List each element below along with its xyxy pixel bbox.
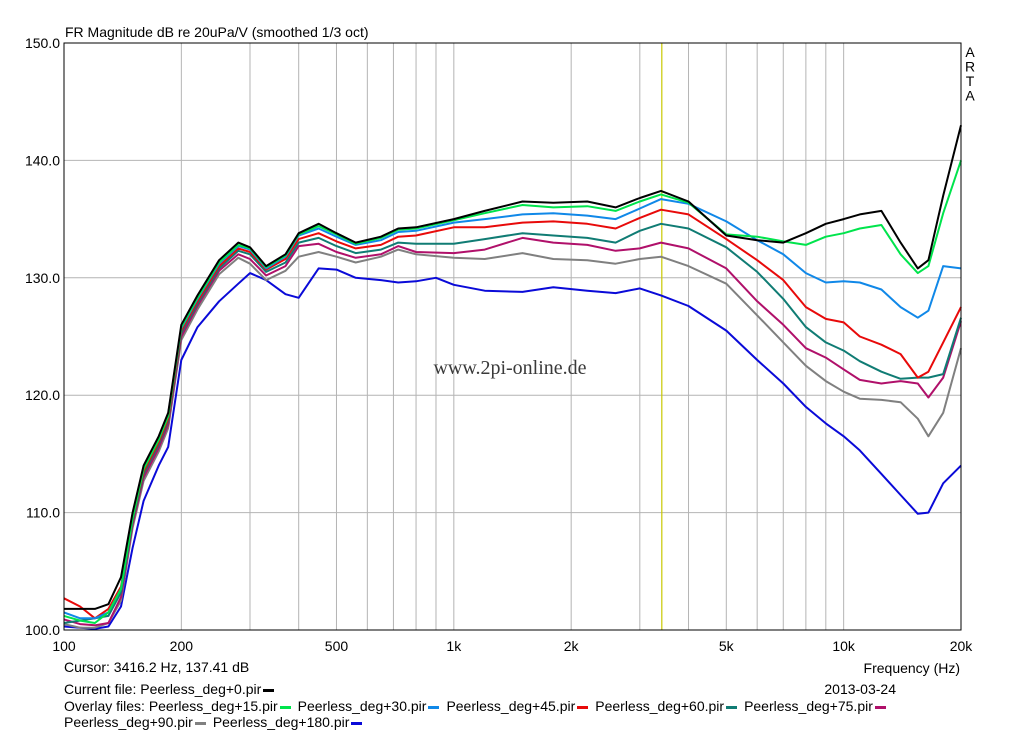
series-line-Peerless_deg+0.pir — [64, 124, 962, 610]
overlay-item: Peerless_deg+60.pir — [595, 698, 738, 714]
overlay-item-swatch — [428, 705, 440, 709]
series-line-Peerless_deg+30.pir — [63, 198, 962, 620]
x-tick-label: 1k — [446, 638, 462, 654]
overlay-item-label: Peerless_deg+180.pir — [212, 714, 350, 730]
x-tick-label: 100 — [52, 638, 76, 654]
y-tick-label: 100.0 — [25, 622, 60, 638]
x-axis-label: Frequency (Hz) — [864, 660, 960, 676]
overlay-item-label: Peerless_deg+90.pir — [64, 714, 193, 730]
overlay-item-label: Peerless_deg+60.pir — [595, 698, 725, 714]
overlay-item-swatch — [577, 705, 589, 709]
x-tick-label: 10k — [832, 638, 856, 654]
y-tick-label: 120.0 — [25, 387, 60, 403]
brand-letter: R — [965, 59, 975, 75]
x-tick-label: 20k — [950, 638, 974, 654]
y-tick-labels: 100.0 110.0 120.0 130.0 140.0 150.0 — [25, 35, 60, 638]
y-tick-label: 130.0 — [25, 270, 60, 286]
current-file-label: Current file: Peerless_deg+0.pir — [64, 681, 262, 697]
overlay-item-swatch — [726, 705, 738, 709]
brand-letter: T — [966, 73, 975, 89]
overlay-item-label: Peerless_deg+45.pir — [446, 698, 576, 714]
x-tick-labels: 100 200 500 1k 2k 5k 10k 20k — [52, 638, 973, 654]
overlay-item: Peerless_deg+75.pir — [744, 698, 886, 714]
series-line-Peerless_deg+180.pir — [63, 267, 962, 630]
series-line-Peerless_deg+45.pir — [63, 208, 962, 620]
x-tick-label: 200 — [170, 638, 194, 654]
y-tick-label: 110.0 — [26, 505, 60, 521]
series-line-Peerless_deg+15.pir — [63, 160, 962, 624]
overlay-item: Peerless_deg+180.pir — [213, 714, 363, 730]
y-tick-label: 140.0 — [25, 152, 60, 168]
overlay-item: Peerless_deg+30.pir — [298, 698, 440, 714]
grid-lines — [64, 43, 961, 630]
overlay-item: Peerless_deg+15.pir — [149, 698, 291, 714]
overlay-item-label: Peerless_deg+75.pir — [744, 698, 873, 714]
y-tick-label: 150.0 — [25, 35, 60, 51]
current-file-swatch — [263, 688, 275, 692]
overlay-item-swatch — [279, 705, 291, 709]
series-line-Peerless_deg+90.pir — [63, 248, 962, 629]
x-tick-label: 500 — [325, 638, 349, 654]
chart-title: FR Magnitude dB re 20uPa/V (smoothed 1/3… — [65, 24, 369, 40]
brand-letter: A — [965, 44, 975, 60]
overlay-files: Overlay files: Peerless_deg+15.pir Peerle… — [64, 698, 964, 730]
plot-frame — [63, 42, 962, 631]
series-line-Peerless_deg+75.pir — [63, 236, 962, 627]
watermark: www.2pi-online.de — [433, 357, 586, 379]
x-tick-label: 5k — [719, 638, 735, 654]
overlay-item-swatch — [194, 721, 206, 725]
overlay-item-swatch — [874, 705, 886, 709]
overlay-item: Peerless_deg+45.pir — [446, 698, 589, 714]
overlay-item: Peerless_deg+90.pir — [64, 714, 206, 730]
x-tick-label: 2k — [564, 638, 580, 654]
overlay-prefix: Overlay files: — [64, 698, 149, 714]
date-label: 2013-03-24 — [824, 681, 896, 697]
cursor-readout: Cursor: 3416.2 Hz, 137.41 dB — [64, 659, 250, 675]
series-lines — [63, 124, 962, 630]
frequency-response-chart: FR Magnitude dB re 20uPa/V (smoothed 1/3… — [25, 24, 975, 676]
brand-letter: A — [965, 88, 975, 104]
current-file: Current file: Peerless_deg+0.pir — [64, 681, 275, 697]
overlay-item-label: Peerless_deg+15.pir — [148, 698, 278, 714]
overlay-item-label: Peerless_deg+30.pir — [297, 698, 427, 714]
overlay-item-swatch — [351, 721, 363, 725]
